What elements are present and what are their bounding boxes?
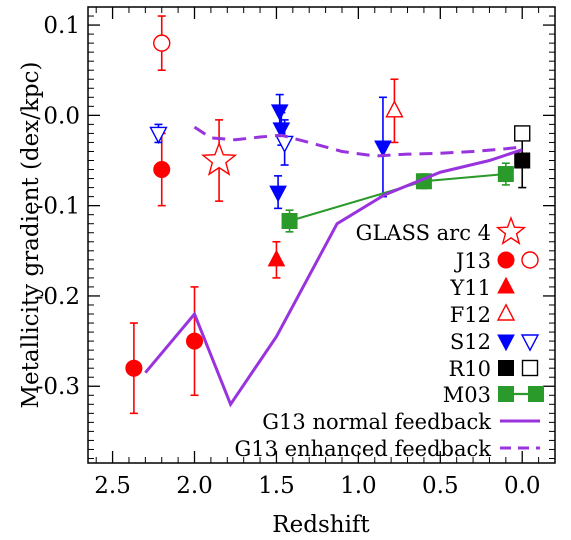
point-r10-open-0 (514, 125, 531, 142)
point-s12-3 (374, 140, 392, 158)
legend-swatch-f12 (496, 303, 516, 321)
legend-item-y11: Y11 (449, 276, 515, 300)
y-tick-label-1: 0.0 (43, 103, 80, 129)
legend-label-r10: R10 (448, 357, 491, 381)
plot-frame (87, 6, 556, 464)
x-tick-label-1: 2.0 (176, 473, 213, 499)
legend-item-j13: J13 (454, 249, 539, 273)
y-tick-label-2: -0.1 (36, 194, 80, 220)
legend-swatch-open-j13 (521, 251, 539, 269)
legend-item-g13-enhanced-feedback: G13 enhanced feedback (234, 437, 540, 461)
series-g13-normal-feedback (144, 148, 523, 408)
legend-label-y11: Y11 (449, 276, 491, 300)
legend-swatch-filled-s12 (497, 334, 515, 352)
point-j13-0 (125, 359, 143, 377)
point-j13-1 (153, 161, 171, 179)
legend-swatch-open-s12 (520, 334, 540, 352)
legend-label-j13: J13 (454, 249, 491, 273)
legend-swatch-glass-arc-4 (495, 216, 527, 245)
legend-swatch-filled-r10 (498, 360, 514, 376)
point-s12-2 (269, 185, 287, 203)
point-j13-open-0 (153, 34, 171, 52)
x-tick-label-0: 2.5 (94, 473, 131, 499)
legend-swatch-left-m03 (498, 386, 514, 402)
legend-swatch-open-r10 (521, 359, 539, 377)
x-tick-label-4: 0.5 (422, 473, 459, 499)
legend-label-glass-arc-4: GLASS arc 4 (356, 221, 491, 245)
point-glass-arc-4-0 (201, 141, 238, 176)
series-r10-open (514, 125, 531, 142)
series-glass-arc-4 (201, 119, 238, 202)
plot-area (125, 15, 531, 415)
y-tick-label-0: 0.1 (43, 13, 80, 39)
line-g13-normal-feedback (144, 148, 523, 408)
series-s12 (269, 93, 392, 210)
series-j13 (125, 132, 204, 415)
legend-label-g13-enhanced-feedback: G13 enhanced feedback (234, 437, 491, 461)
legend-item-f12: F12 (450, 303, 516, 327)
point-m03-2 (497, 166, 514, 183)
point-s12-open-1 (275, 135, 294, 154)
x-tick-label-2: 1.5 (258, 473, 295, 499)
x-tick-label-5: 0.0 (504, 473, 541, 499)
x-axis-label: Redshift (272, 512, 370, 538)
x-tick-label-3: 1.0 (340, 473, 377, 499)
legend-item-g13-normal-feedback: G13 normal feedback (262, 410, 540, 434)
point-s12-open-0 (149, 126, 168, 145)
legend-item-glass-arc-4: GLASS arc 4 (356, 216, 527, 245)
legend-label-f12: F12 (450, 303, 491, 327)
series-f12 (385, 78, 404, 144)
plot-layer (125, 15, 531, 415)
point-m03-0 (281, 213, 298, 230)
y-axis-label: Metallicity gradient (dex/kpc) (18, 62, 44, 409)
point-f12-0 (385, 100, 404, 118)
series-s12-open (149, 119, 294, 166)
y-tick-label-4: -0.3 (36, 374, 80, 400)
series-y11 (267, 240, 286, 279)
legend-label-s12: S12 (450, 330, 491, 354)
legend-item-m03: M03 (443, 383, 544, 407)
series-j13-open (153, 15, 171, 72)
legend-swatch-right-m03 (528, 386, 544, 402)
series-m03 (281, 162, 514, 233)
series-g13-enhanced-feedback (193, 125, 523, 158)
legend-label-g13-normal-feedback: G13 normal feedback (262, 410, 491, 434)
axis-ticks: 2.5 2.0 1.5 1.0 0.5 0.0 0.1 0.0 -0.1 -0.2 -0.3 (36, 6, 555, 499)
legend-swatch-filled-j13 (497, 251, 515, 269)
point-r10-0 (514, 152, 531, 169)
legend-item-r10: R10 (448, 357, 539, 381)
legend-swatch-y11 (497, 276, 515, 294)
point-j13-2 (186, 332, 204, 350)
legend-label-m03: M03 (443, 383, 491, 407)
point-y11-0 (267, 249, 286, 267)
line-g13-enhanced-feedback (193, 125, 523, 158)
line-m03 (289, 173, 506, 222)
y-tick-label-3: -0.2 (36, 284, 80, 310)
legend-item-s12: S12 (450, 330, 540, 354)
